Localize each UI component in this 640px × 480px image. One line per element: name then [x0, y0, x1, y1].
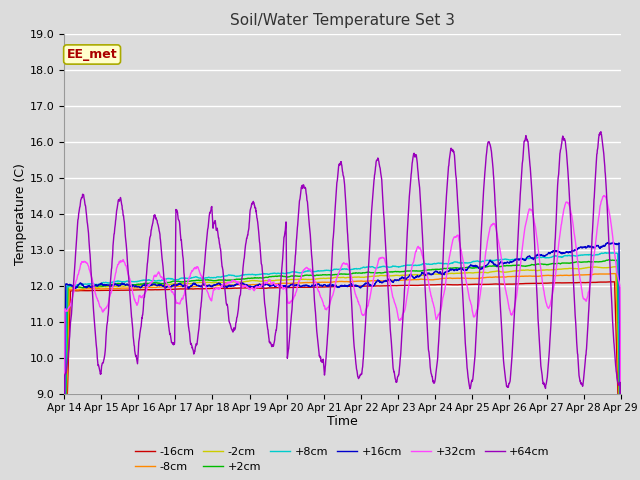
Line: +2cm: +2cm: [64, 260, 621, 480]
+16cm: [568, 248, 575, 254]
+8cm: [504, 257, 512, 263]
+8cm: [216, 274, 223, 280]
Y-axis label: Temperature (C): Temperature (C): [13, 163, 27, 264]
+64cm: [358, 365, 366, 371]
-8cm: [583, 272, 591, 278]
Legend: -16cm, -8cm, -2cm, +2cm, +8cm, +16cm, +32cm, +64cm: -16cm, -8cm, -2cm, +2cm, +8cm, +16cm, +3…: [131, 443, 554, 477]
+32cm: [617, 446, 625, 452]
+32cm: [371, 271, 378, 276]
Line: +16cm: +16cm: [64, 242, 621, 480]
+64cm: [568, 236, 575, 242]
+16cm: [371, 282, 378, 288]
-16cm: [568, 280, 575, 286]
+16cm: [216, 280, 223, 286]
-2cm: [358, 275, 366, 280]
+8cm: [583, 252, 591, 258]
+16cm: [504, 260, 512, 265]
+32cm: [583, 296, 591, 301]
+2cm: [583, 259, 591, 265]
+16cm: [358, 283, 366, 289]
-2cm: [612, 264, 620, 269]
-16cm: [606, 279, 614, 285]
-16cm: [216, 286, 223, 291]
-8cm: [216, 283, 223, 288]
Line: -8cm: -8cm: [64, 274, 621, 480]
+8cm: [568, 253, 575, 259]
+2cm: [371, 270, 378, 276]
-16cm: [371, 283, 378, 289]
+8cm: [602, 250, 609, 255]
+8cm: [617, 474, 625, 480]
-16cm: [358, 283, 366, 289]
-2cm: [216, 280, 223, 286]
-8cm: [504, 274, 512, 279]
-2cm: [371, 273, 378, 279]
+16cm: [583, 244, 591, 250]
X-axis label: Time: Time: [327, 415, 358, 428]
+64cm: [371, 172, 378, 178]
+64cm: [216, 240, 223, 246]
+8cm: [371, 265, 378, 271]
Line: -16cm: -16cm: [64, 282, 621, 480]
+2cm: [216, 277, 223, 283]
-8cm: [371, 278, 378, 284]
-16cm: [504, 281, 512, 287]
+8cm: [358, 265, 366, 271]
+2cm: [358, 270, 366, 276]
+64cm: [583, 339, 591, 345]
-16cm: [583, 280, 591, 286]
-8cm: [568, 272, 575, 278]
+16cm: [609, 240, 617, 245]
+64cm: [597, 129, 605, 134]
+2cm: [504, 263, 512, 268]
+32cm: [504, 300, 512, 305]
Line: -2cm: -2cm: [64, 266, 621, 480]
+32cm: [600, 192, 608, 198]
Title: Soil/Water Temperature Set 3: Soil/Water Temperature Set 3: [230, 13, 455, 28]
+16cm: [617, 461, 625, 467]
-2cm: [583, 265, 591, 271]
+32cm: [216, 286, 223, 292]
-2cm: [568, 265, 575, 271]
+2cm: [605, 257, 612, 263]
+32cm: [358, 312, 366, 318]
-8cm: [611, 271, 618, 276]
-8cm: [358, 278, 366, 284]
Text: EE_met: EE_met: [67, 48, 117, 61]
+64cm: [504, 384, 512, 390]
Line: +32cm: +32cm: [64, 195, 621, 480]
+2cm: [617, 470, 625, 476]
Line: +8cm: +8cm: [64, 252, 621, 480]
+32cm: [568, 211, 575, 217]
+2cm: [568, 260, 575, 265]
Line: +64cm: +64cm: [64, 132, 621, 480]
-2cm: [504, 269, 512, 275]
